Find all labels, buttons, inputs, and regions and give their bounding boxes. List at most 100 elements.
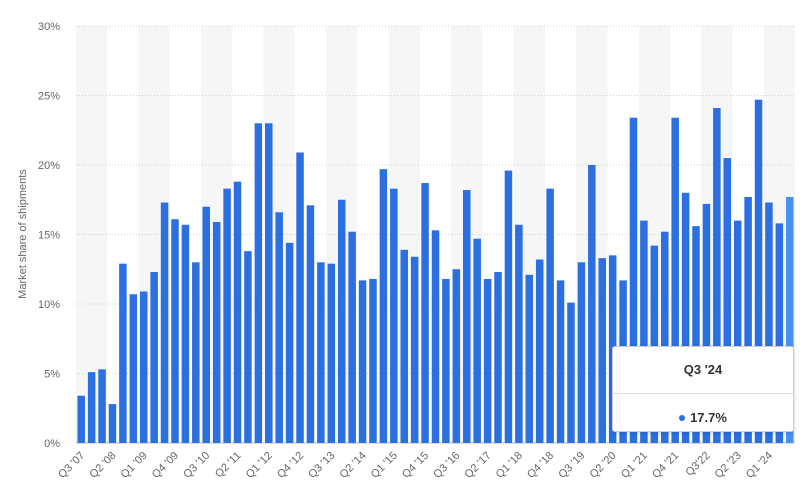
bar[interactable] <box>535 259 544 443</box>
bar-series <box>77 99 794 444</box>
x-tick-label: Q2 '08 <box>87 450 118 481</box>
bar[interactable] <box>660 231 669 443</box>
bar[interactable] <box>598 258 606 443</box>
bar[interactable] <box>723 158 732 444</box>
bar[interactable] <box>431 230 440 443</box>
x-tick-label: Q1 '12 <box>244 450 275 481</box>
bar[interactable] <box>629 117 638 444</box>
bar[interactable] <box>212 221 221 443</box>
x-tick-label: Q2 '23 <box>713 450 744 481</box>
x-tick-label: Q1 '09 <box>119 450 150 481</box>
x-tick-label: Q2 '11 <box>213 450 244 481</box>
bar[interactable] <box>671 117 679 444</box>
bar[interactable] <box>390 188 398 443</box>
bar[interactable] <box>556 280 565 443</box>
bar[interactable] <box>525 274 534 443</box>
bar[interactable] <box>650 245 659 443</box>
bar[interactable] <box>139 291 148 443</box>
bar[interactable] <box>317 262 325 443</box>
series-dot-icon <box>679 414 686 421</box>
x-tick-label: Q4 '12 <box>275 450 306 481</box>
bar[interactable] <box>327 263 336 443</box>
y-tick-label: 20% <box>38 160 60 172</box>
bar[interactable] <box>119 263 127 443</box>
tooltip-value: 17.7% <box>690 410 727 425</box>
bar[interactable] <box>98 369 106 443</box>
x-tick-label: Q1 '24 <box>744 450 775 481</box>
x-tick-label: Q2 '14 <box>338 450 369 481</box>
bar[interactable] <box>77 395 85 443</box>
bar[interactable] <box>202 206 211 443</box>
bar[interactable] <box>265 123 273 444</box>
bar[interactable] <box>577 262 586 443</box>
bar[interactable] <box>681 192 690 443</box>
x-tick-label: Q3 '16 <box>431 450 462 481</box>
bar[interactable] <box>421 183 429 443</box>
bar[interactable] <box>786 196 794 443</box>
bar[interactable] <box>87 372 96 443</box>
bar[interactable] <box>285 242 294 443</box>
bar[interactable] <box>233 181 242 443</box>
bar[interactable] <box>640 220 648 443</box>
bar[interactable] <box>733 220 742 443</box>
x-tick-label: Q1 '21 <box>619 450 650 481</box>
bar[interactable] <box>744 196 752 443</box>
x-tick-label: Q4 '09 <box>150 450 181 481</box>
bar[interactable] <box>379 169 388 444</box>
tooltip-title: Q3 '24 <box>683 362 723 377</box>
x-tick-label: Q3 '10 <box>181 450 212 481</box>
bar[interactable] <box>504 170 513 443</box>
y-tick-label: 30% <box>38 21 60 33</box>
bar[interactable] <box>494 272 502 443</box>
x-tick-label: Q2 '17 <box>463 450 494 481</box>
bar[interactable] <box>171 219 179 443</box>
bar[interactable] <box>515 224 523 443</box>
x-tick-label: Q3'22 <box>684 450 713 479</box>
bar[interactable] <box>358 280 367 443</box>
bar[interactable] <box>129 294 138 443</box>
bar[interactable] <box>160 202 169 443</box>
bar[interactable] <box>192 262 200 443</box>
bar[interactable] <box>775 223 784 443</box>
bar[interactable] <box>754 99 763 444</box>
tooltip-value-row: 17.7% <box>613 410 793 425</box>
x-tick-label: Q1 '18 <box>494 450 525 481</box>
bar[interactable] <box>223 188 231 443</box>
bar[interactable] <box>254 123 263 444</box>
bar[interactable] <box>452 269 461 443</box>
bar[interactable] <box>348 231 356 443</box>
bar[interactable] <box>702 203 711 443</box>
bar[interactable] <box>306 205 315 443</box>
bar[interactable] <box>473 238 481 443</box>
bar[interactable] <box>463 190 471 443</box>
bar[interactable] <box>244 251 252 443</box>
y-tick-label: 10% <box>38 299 60 311</box>
bar[interactable] <box>400 249 408 443</box>
bar[interactable] <box>410 256 419 443</box>
bar[interactable] <box>546 188 554 443</box>
bar[interactable] <box>369 278 377 443</box>
bar[interactable] <box>181 224 190 443</box>
bar[interactable] <box>150 272 158 443</box>
x-tick-label: Q4 '21 <box>650 450 681 481</box>
bar[interactable] <box>765 202 773 443</box>
x-tick-label: Q4 '18 <box>525 450 556 481</box>
bar[interactable] <box>296 152 304 444</box>
x-tick-label: Q1 '15 <box>369 450 400 481</box>
y-tick-label: 5% <box>44 369 60 381</box>
tooltip-divider <box>613 393 793 394</box>
y-tick-label: 0% <box>44 438 60 450</box>
bar[interactable] <box>692 226 700 443</box>
bar[interactable] <box>337 199 346 443</box>
bar[interactable] <box>108 404 117 443</box>
bar[interactable] <box>483 278 492 443</box>
bar[interactable] <box>588 165 596 443</box>
x-tick-label: Q3 '07 <box>56 450 87 481</box>
tooltip: Q3 '24 17.7% <box>612 346 794 432</box>
bar[interactable] <box>442 278 450 443</box>
bar[interactable] <box>275 212 283 443</box>
x-axis-ticks: Q3 '07 Q2 '08 Q1 '09 Q4 '09 Q3 '10 Q2 '11 Q1 '… <box>56 450 775 481</box>
bar[interactable] <box>713 108 721 443</box>
bar[interactable] <box>567 302 575 443</box>
